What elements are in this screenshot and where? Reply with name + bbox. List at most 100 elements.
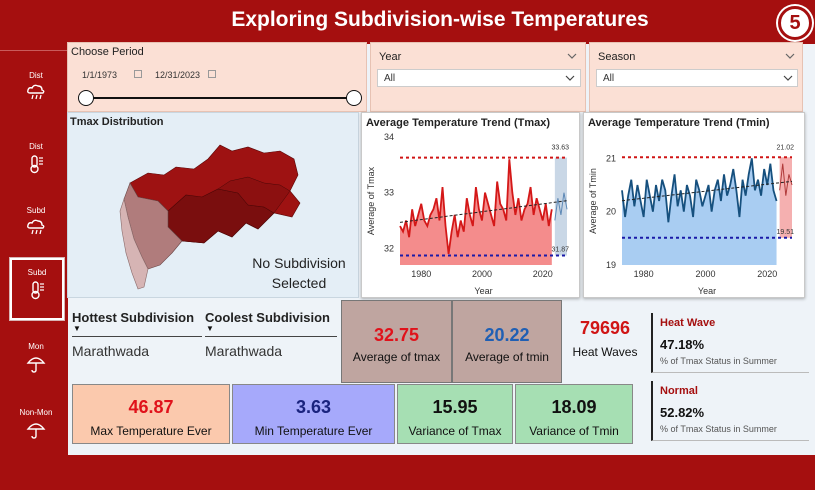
map-region-vidarbha[interactable] [217, 176, 291, 214]
sidebar-item-label: Non-Mon [19, 408, 53, 417]
umbrella-icon [26, 357, 46, 373]
tmax-chart-title: Average Temperature Trend (Tmax) [366, 117, 551, 129]
period-slider-track[interactable] [85, 97, 355, 99]
tmin-line-chart[interactable]: 19 20 21 1980 2000 2020 21.02 19.51 Year Average … [584, 113, 806, 299]
period-start-date[interactable]: 1/1/1973 [82, 70, 118, 80]
lower-value-label: 19.51 [776, 229, 794, 236]
avg-tmin-label: Average of tmin [465, 350, 549, 364]
x-tick-label: 1980 [411, 269, 431, 279]
tmax-chart-card: Average Temperature Trend (Tmax) 32 33 34 1… [361, 112, 580, 298]
y-tick-label: 19 [606, 260, 616, 270]
var-tmax-label: Variance of Tmax [408, 424, 502, 438]
normal-status: Normal 52.82% % of Tmax Status in Summer [651, 381, 809, 441]
trend-line [621, 180, 793, 202]
max-temp-label: Max Temperature Ever [90, 424, 212, 438]
y-axis-title: Average of Tmax [366, 166, 376, 235]
sort-down-icon[interactable]: ▼ [206, 324, 214, 333]
sidebar-item-label: Dist [29, 71, 43, 80]
sort-down-icon[interactable]: ▼ [73, 324, 81, 333]
var-tmax-card: 15.95 Variance of Tmax [397, 384, 513, 444]
sidebar-item-label: Mon [28, 342, 44, 351]
sidebar-item-dist-temp[interactable]: Dist [8, 134, 64, 196]
year-dropdown[interactable]: All [377, 69, 581, 87]
avg-tmin-card: 20.22 Average of tmin [452, 300, 562, 383]
var-tmax-value: 15.95 [432, 397, 478, 417]
forecast-line [779, 163, 793, 196]
avg-tmax-card: 32.75 Average of tmax [341, 300, 452, 383]
x-tick-label: 2000 [695, 269, 715, 279]
year-slicer: Year All [370, 42, 586, 112]
sidebar-item-label: Subd [26, 206, 46, 215]
x-tick-label: 2020 [757, 269, 777, 279]
var-tmin-label: Variance of Tmin [529, 424, 619, 438]
season-dropdown[interactable]: All [596, 69, 798, 87]
chevron-down-icon[interactable] [565, 75, 575, 82]
heat-wave-percent: 47.18% [660, 337, 705, 352]
heat-waves-kpi: 79696 Heat Waves [565, 318, 645, 359]
footer-bar [0, 455, 815, 490]
period-slider-end-handle[interactable] [346, 90, 362, 106]
season-slicer: Season All [589, 42, 803, 112]
y-tick-label: 32 [384, 243, 394, 253]
var-tmin-card: 18.09 Variance of Tmin [515, 384, 633, 444]
y-tick-label: 33 [384, 188, 394, 198]
x-tick-label: 2020 [533, 269, 553, 279]
forecast-band [554, 157, 567, 256]
sidebar-item-dist-rain[interactable]: Dist [8, 63, 64, 125]
map-region-konkan[interactable] [119, 197, 149, 290]
chevron-down-icon[interactable] [567, 53, 577, 60]
hottest-subdivision-label: Hottest Subdivision [72, 310, 195, 325]
avg-tmax-value: 32.75 [373, 325, 420, 345]
map-region-marathwada[interactable] [167, 188, 275, 244]
normal-label: Normal [660, 385, 698, 397]
heat-wave-label: Heat Wave [660, 317, 716, 329]
coolest-subdivision-label: Coolest Subdivision [205, 310, 330, 325]
sidebar-item-subd-rain[interactable]: Subd [8, 198, 64, 260]
x-tick-label: 2000 [472, 269, 492, 279]
sidebar-item-mon[interactable]: Mon [8, 334, 64, 396]
sidebar-item-label: Dist [29, 142, 43, 151]
rain-cloud-icon [27, 84, 45, 100]
page-number-badge: 5 [778, 6, 812, 40]
period-slicer: Choose Period 1/1/1973 12/31/2023 [67, 42, 367, 112]
chevron-down-icon[interactable] [785, 53, 795, 60]
chevron-down-icon[interactable] [783, 75, 793, 82]
page-title: Exploring Subdivision-wise Temperatures [231, 8, 649, 31]
avg-tmin-value: 20.22 [484, 325, 530, 345]
coolest-subdivision-value: Marathwada [205, 343, 283, 359]
min-temp-label: Min Temperature Ever [254, 424, 373, 438]
season-selected-value: All [603, 73, 615, 84]
header-bar [0, 0, 815, 44]
period-end-date[interactable]: 12/31/2023 [155, 70, 201, 80]
sidebar-item-subd-temp[interactable]: Subd [9, 257, 65, 321]
heat-wave-status: Heat Wave 47.18% % of Tmax Status in Sum… [651, 313, 809, 373]
thermometer-icon [30, 155, 43, 174]
no-selection-note: No Subdivision Selected [252, 255, 346, 291]
thermometer-icon [31, 281, 44, 300]
sidebar-item-non-mon[interactable]: Non-Mon [8, 400, 64, 462]
period-slider-start-handle[interactable] [78, 90, 94, 106]
x-tick-label: 1980 [634, 269, 654, 279]
y-tick-label: 34 [384, 132, 394, 142]
heat-waves-label: Heat Waves [572, 345, 638, 359]
max-temp-card: 46.87 Max Temperature Ever [72, 384, 230, 444]
x-axis-title: Year [474, 286, 492, 296]
heat-wave-caption: % of Tmax Status in Summer [660, 356, 777, 366]
season-label: Season [598, 51, 636, 63]
y-axis-title: Average of Tmin [588, 168, 598, 234]
subdivision-map[interactable] [68, 113, 360, 299]
var-tmin-value: 18.09 [551, 397, 597, 417]
min-temp-value: 3.63 [295, 397, 332, 417]
calendar-icon[interactable] [134, 70, 142, 78]
year-label: Year [379, 51, 402, 63]
sidebar-item-label: Subd [27, 268, 47, 277]
tmin-chart-card: Average Temperature Trend (Tmin) 19 20 21 1… [583, 112, 805, 298]
map-panel: Tmax Distribution No Subdivision Selecte… [67, 112, 359, 298]
x-axis-title: Year [698, 286, 716, 296]
max-temp-value: 46.87 [128, 397, 174, 417]
normal-percent: 52.82% [660, 405, 705, 420]
hottest-subdivision-value: Marathwada [72, 343, 150, 359]
normal-caption: % of Tmax Status in Summer [660, 424, 777, 434]
calendar-icon[interactable] [208, 70, 216, 78]
